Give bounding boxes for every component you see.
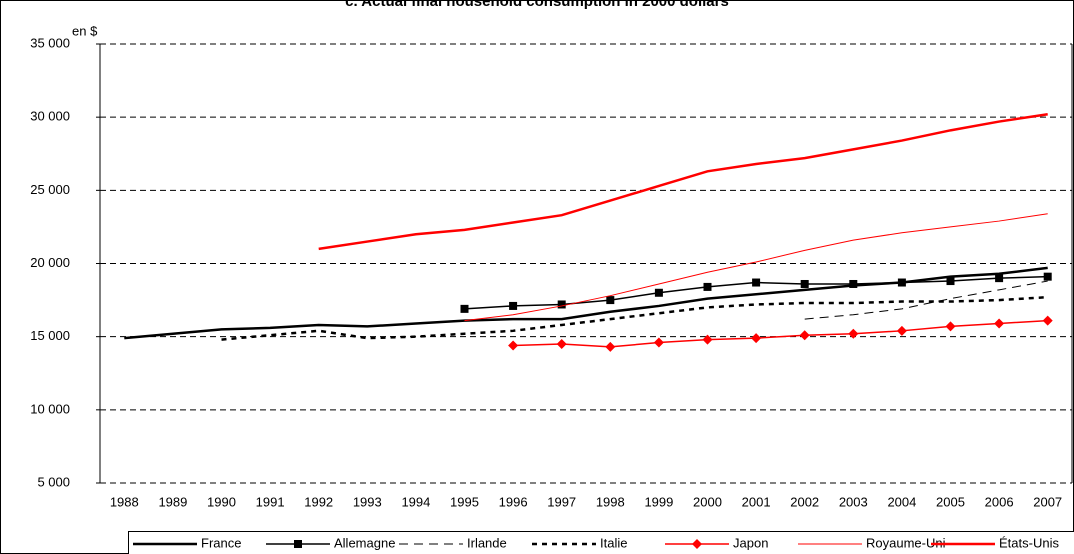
marker (654, 288, 663, 297)
legend-label: France (201, 535, 241, 550)
x-tick-label: 1998 (596, 494, 625, 509)
y-tick-label: 35 000 (30, 35, 70, 50)
x-tick-label: 2005 (936, 494, 965, 509)
series-line (513, 319, 1048, 348)
x-tick-label: 1990 (207, 494, 236, 509)
marker (653, 337, 664, 348)
marker (606, 296, 615, 305)
marker (1043, 272, 1052, 281)
marker (692, 539, 702, 549)
marker (752, 278, 761, 287)
x-tick-label: 1995 (450, 494, 479, 509)
x-tick-label: 2001 (742, 494, 771, 509)
series-line (804, 280, 1048, 320)
marker (849, 279, 858, 288)
x-tick-label: 2002 (790, 494, 819, 509)
marker (460, 304, 469, 313)
x-tick-label: 1997 (547, 494, 576, 509)
legend-label: Allemagne (334, 535, 395, 550)
x-tick-label: 2006 (985, 494, 1014, 509)
x-tick-label: 1999 (644, 494, 673, 509)
legend-label: États-Unis (999, 535, 1059, 550)
y-tick-label: 5 000 (37, 474, 70, 489)
marker (848, 328, 859, 339)
x-tick-label: 1988 (110, 494, 139, 509)
marker (994, 318, 1005, 329)
x-tick-label: 2000 (693, 494, 722, 509)
series-line (318, 113, 1048, 251)
legend-label: Irlande (467, 535, 507, 550)
marker (557, 300, 566, 309)
marker (800, 279, 809, 288)
marker (556, 338, 567, 349)
marker (294, 540, 302, 548)
marker (945, 321, 956, 332)
series-line (464, 213, 1048, 322)
y-tick-label: 30 000 (30, 109, 70, 124)
x-tick-label: 1993 (353, 494, 382, 509)
marker (995, 274, 1004, 283)
marker (946, 277, 955, 286)
y-unit: en $ (72, 23, 98, 38)
x-tick-label: 1989 (158, 494, 187, 509)
marker (509, 301, 518, 310)
legend-label: Italie (600, 535, 627, 550)
x-tick-label: 1994 (401, 494, 430, 509)
y-tick-label: 25 000 (30, 182, 70, 197)
marker (896, 325, 907, 336)
x-tick-label: 1991 (256, 494, 285, 509)
marker (751, 333, 762, 344)
x-tick-label: 2004 (887, 494, 916, 509)
marker (605, 341, 616, 352)
marker (703, 282, 712, 291)
x-tick-label: 2007 (1033, 494, 1062, 509)
x-tick-label: 1996 (499, 494, 528, 509)
x-tick-label: 2003 (839, 494, 868, 509)
series-line (221, 295, 1048, 341)
legend-box (128, 531, 1074, 554)
y-tick-label: 15 000 (30, 328, 70, 343)
x-tick-label: 1992 (304, 494, 333, 509)
legend-label: Royaume-Uni (866, 535, 946, 550)
marker (799, 330, 810, 341)
marker (897, 278, 906, 287)
marker (702, 334, 713, 345)
marker (508, 340, 519, 351)
y-tick-label: 20 000 (30, 255, 70, 270)
chart-title: c. Actual final household consumption in… (345, 0, 729, 10)
legend-label: Japon (733, 535, 768, 550)
marker (1042, 315, 1053, 326)
y-tick-label: 10 000 (30, 401, 70, 416)
